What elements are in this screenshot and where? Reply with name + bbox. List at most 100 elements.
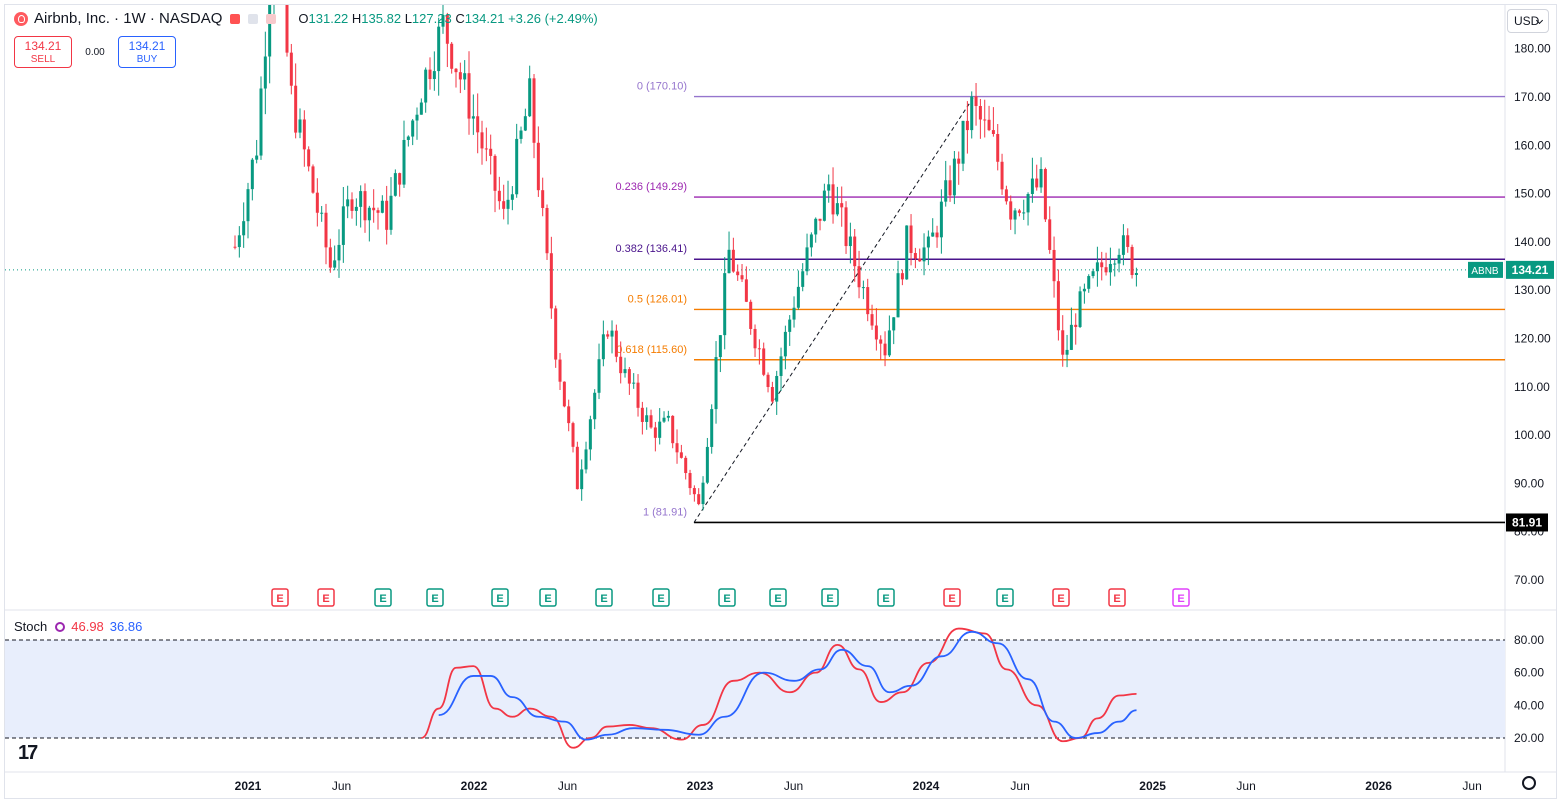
- earnings-marker[interactable]: E: [1052, 588, 1070, 607]
- settings-gear-icon[interactable]: [1522, 776, 1536, 790]
- candle-body: [710, 409, 714, 447]
- earnings-marker[interactable]: E: [821, 588, 839, 607]
- candle-body: [692, 488, 696, 495]
- candle-body: [506, 199, 510, 209]
- earnings-marker[interactable]: E: [1172, 588, 1190, 607]
- candle-body: [874, 325, 878, 340]
- earnings-marker[interactable]: E: [491, 588, 509, 607]
- candle-body: [1052, 249, 1056, 282]
- earnings-marker-box: [1108, 588, 1126, 607]
- fib-trend-line: [693, 96, 975, 523]
- candle-body: [415, 114, 419, 121]
- stoch-tick-label: 60.00: [1514, 666, 1544, 680]
- candle-body: [428, 69, 432, 80]
- candle-body: [1104, 267, 1108, 273]
- candle-body: [749, 301, 753, 329]
- candle-body: [1026, 194, 1030, 213]
- currency-selector[interactable]: USD: [1507, 9, 1549, 33]
- time-tick-label: 2024: [913, 779, 940, 793]
- chart-frame: [4, 4, 1557, 799]
- tradingview-logo-icon[interactable]: 17: [18, 742, 38, 764]
- candle-body: [991, 130, 995, 135]
- candle-body: [705, 446, 709, 483]
- candle-body: [419, 102, 423, 115]
- earnings-marker[interactable]: E: [1108, 588, 1126, 607]
- candle-body: [402, 139, 406, 185]
- earnings-marker[interactable]: E: [769, 588, 787, 607]
- fib-level-label: 0.618 (115.60): [616, 344, 687, 356]
- candle-body: [848, 236, 852, 247]
- stoch-title[interactable]: Stoch: [14, 619, 48, 634]
- close-label: C: [455, 11, 465, 26]
- candle-body: [324, 212, 328, 248]
- earnings-marker-box: [769, 588, 787, 607]
- candle-body: [887, 330, 891, 356]
- candle-body: [853, 236, 857, 267]
- earnings-marker-label: E: [1113, 593, 1120, 605]
- earnings-marker-box: [821, 588, 839, 607]
- candle-body: [333, 260, 337, 268]
- candle-body: [905, 225, 909, 280]
- fib-level-label: 1 (81.91): [643, 506, 687, 518]
- earnings-marker[interactable]: E: [943, 588, 961, 607]
- candle-body: [536, 142, 540, 191]
- time-tick-label: Jun: [332, 779, 351, 793]
- candle-body: [1100, 262, 1104, 268]
- candle-body: [528, 78, 532, 117]
- candle-body: [1095, 262, 1099, 272]
- candle-body: [814, 218, 818, 235]
- candle-body: [996, 134, 1000, 162]
- candle-body: [909, 225, 913, 254]
- candle-body: [467, 73, 471, 119]
- earnings-marker[interactable]: E: [374, 588, 392, 607]
- sell-button[interactable]: 134.21 SELL: [14, 36, 72, 68]
- candle-body: [1000, 161, 1004, 190]
- candle-body: [463, 73, 467, 80]
- candle-body: [870, 314, 874, 326]
- candle-body: [450, 43, 454, 69]
- candle-body: [363, 191, 367, 221]
- candle-body: [645, 415, 649, 422]
- low-value: 127.23: [411, 11, 452, 26]
- candle-body: [718, 335, 722, 358]
- candle-body: [861, 287, 865, 289]
- earnings-marker[interactable]: E: [317, 588, 335, 607]
- candle-body: [775, 375, 779, 402]
- candle-body: [684, 457, 688, 474]
- stoch-tick-label: 40.00: [1514, 698, 1544, 712]
- earnings-marker-box: [317, 588, 335, 607]
- earnings-marker[interactable]: E: [595, 588, 613, 607]
- earnings-marker-label: E: [826, 593, 833, 605]
- fib-level-label: 0.5 (126.01): [628, 293, 687, 305]
- candle-body: [688, 473, 692, 489]
- candle-body: [510, 194, 514, 200]
- earnings-marker[interactable]: E: [718, 588, 736, 607]
- earnings-marker[interactable]: E: [877, 588, 895, 607]
- candle-body: [562, 381, 566, 407]
- candle-body: [515, 138, 519, 195]
- candle-body: [1082, 288, 1086, 292]
- earnings-marker[interactable]: E: [996, 588, 1014, 607]
- candle-body: [757, 348, 761, 350]
- candle-body: [476, 116, 480, 133]
- candle-body: [614, 330, 618, 357]
- candle-body: [588, 419, 592, 450]
- data-flag-icon: [248, 13, 259, 24]
- candle-body: [337, 244, 341, 261]
- earnings-marker[interactable]: E: [271, 588, 289, 607]
- earnings-marker[interactable]: E: [539, 588, 557, 607]
- symbol-title[interactable]: Airbnb, Inc. · 1W · NASDAQ: [34, 10, 223, 27]
- candle-body: [554, 308, 558, 360]
- candle-body: [341, 206, 345, 245]
- spread-value: 0.00: [85, 46, 105, 58]
- earnings-marker-label: E: [379, 593, 386, 605]
- buy-button[interactable]: 134.21 BUY: [118, 36, 176, 68]
- earnings-marker[interactable]: E: [426, 588, 444, 607]
- indicator-settings-icon[interactable]: [55, 621, 66, 632]
- candle-body: [480, 132, 484, 149]
- earnings-marker[interactable]: E: [652, 588, 670, 607]
- fib-level-label: 0.382 (136.41): [615, 243, 687, 255]
- candle-body: [835, 203, 839, 215]
- earnings-marker-box: [877, 588, 895, 607]
